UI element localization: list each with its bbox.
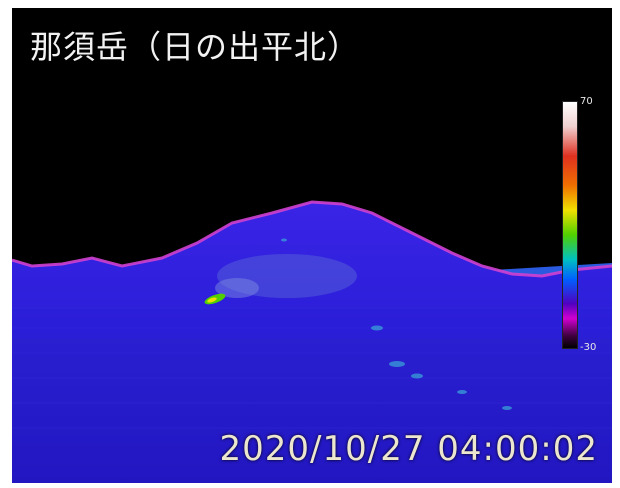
- sensor-scanlines: [12, 307, 612, 429]
- thermal-scene: [12, 8, 612, 483]
- temperature-colorbar: [562, 101, 578, 349]
- warm-spots: [281, 238, 512, 410]
- capture-timestamp: 2020/10/27 04:00:02: [219, 429, 598, 469]
- fumarole-plume-core: [215, 278, 259, 298]
- location-title: 那須岳（日の出平北）: [30, 28, 361, 66]
- foreground-slope: [12, 338, 612, 483]
- thermal-camera-image: 那須岳（日の出平北） 70 -30 2020/10/27 04:00:02: [12, 8, 612, 483]
- colorbar-max-label: 70: [580, 96, 593, 107]
- ridge-line: [12, 200, 612, 278]
- thermal-hotspot-core: [207, 297, 217, 303]
- colorbar-min-label: -30: [580, 342, 597, 353]
